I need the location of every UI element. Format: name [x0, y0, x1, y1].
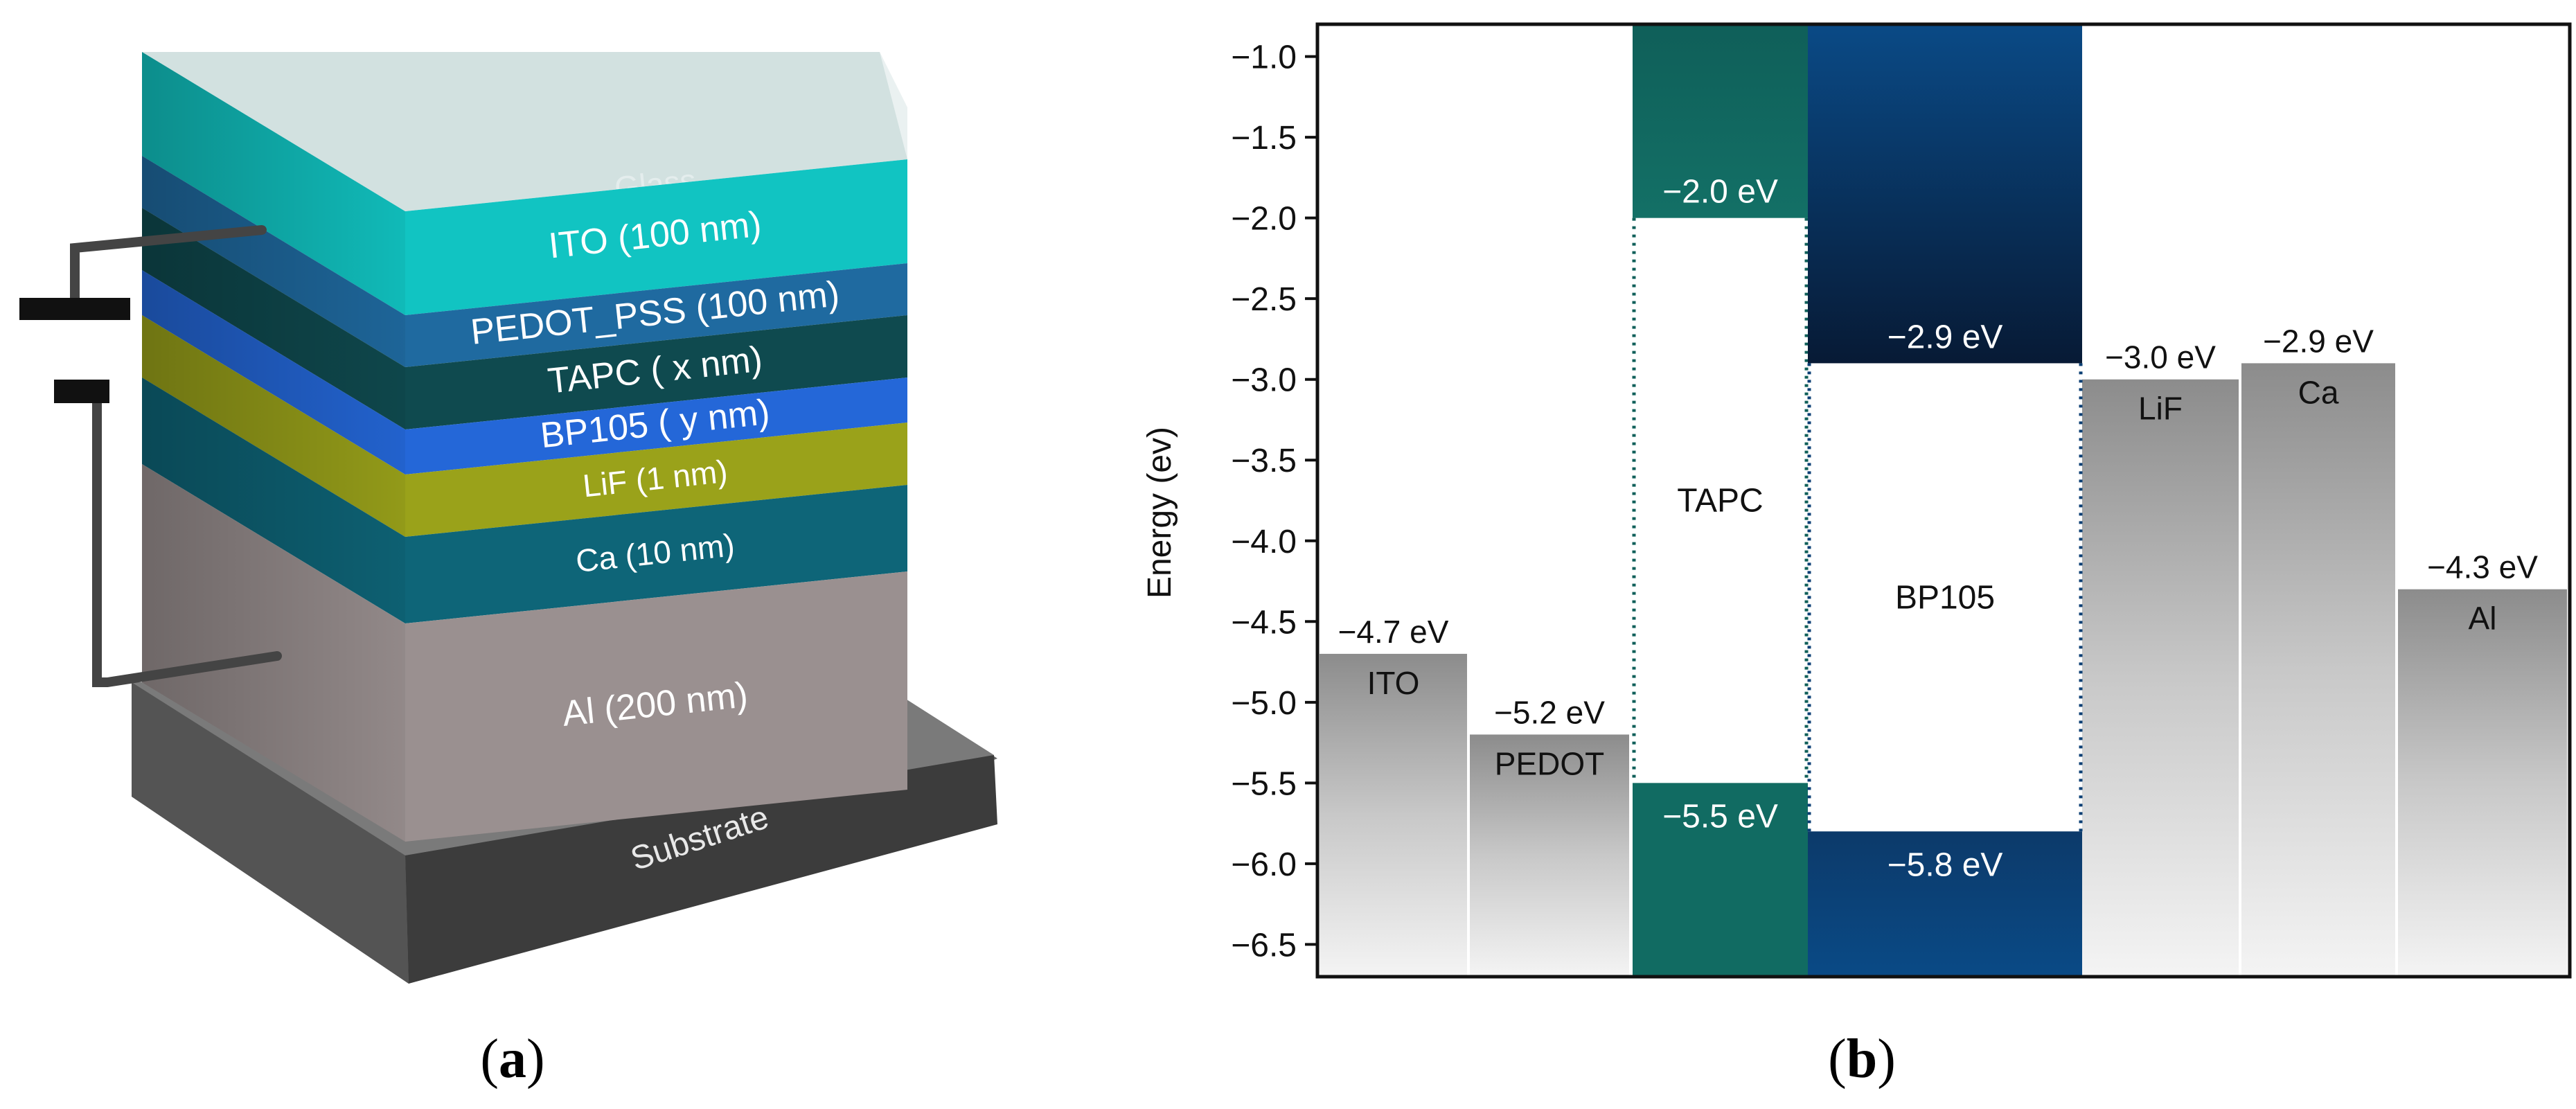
electrode-bar-lif	[2082, 379, 2239, 977]
electrode-name-al: Al	[2469, 601, 2497, 637]
layer-front-2	[405, 263, 907, 367]
bottom-contact-wire	[54, 380, 282, 687]
layer-side-shade-4	[142, 270, 405, 474]
lumo-bar-tapc	[1633, 24, 1808, 218]
y-tick-label: −4.5	[1231, 604, 1297, 641]
homo-label-tapc: −5.5 eV	[1662, 798, 1778, 835]
material-name-bp105: BP105	[1895, 579, 1995, 616]
y-tick-label: −5.5	[1231, 765, 1297, 802]
caption-b: (b)	[1828, 1029, 1896, 1090]
caption-a-letter: a	[499, 1029, 526, 1090]
y-axis-label: Energy (ev)	[1142, 427, 1178, 598]
homo-bar-tapc	[1633, 783, 1808, 977]
layer-front-3	[405, 315, 907, 429]
caption-b-letter: b	[1847, 1029, 1878, 1090]
y-tick-label: −1.5	[1231, 120, 1297, 157]
homo-label-bp105: −5.8 eV	[1887, 846, 2003, 883]
y-tick-label: −6.0	[1231, 846, 1297, 883]
electrode-bar-ito	[1320, 653, 1467, 977]
lumo-label-tapc: −2.0 eV	[1662, 174, 1778, 211]
electrode-name-ca: Ca	[2298, 374, 2339, 410]
top-contact-wire	[19, 225, 267, 320]
material-name-tapc: TAPC	[1677, 483, 1763, 520]
layer-side-shade-2	[142, 156, 405, 367]
energy-level-chart: −4.7 eV ITO −5.2 eV PEDOT −3.0 eV LiF −2.9 eV C…	[1142, 22, 2572, 1090]
y-tick-label: −5.0	[1231, 685, 1297, 722]
electrode-bar-ca	[2241, 363, 2395, 977]
caption-a: (a)	[480, 1029, 544, 1090]
electrode-name-pedot: PEDOT	[1495, 745, 1604, 781]
y-tick-label: −2.0	[1231, 201, 1297, 238]
glass-slab-highlight	[142, 52, 907, 211]
layer-front-7	[405, 571, 907, 842]
y-tick-label: −3.0	[1231, 362, 1297, 399]
electrode-name-ito: ITO	[1367, 665, 1420, 701]
layer-side-shade-1	[142, 52, 405, 315]
y-tick-label: −2.5	[1231, 281, 1297, 318]
layer-side-shade-3	[142, 208, 405, 429]
electrode-bar-pedot	[1470, 734, 1629, 977]
electrode-name-lif: LiF	[2138, 391, 2183, 427]
y-tick-label: −6.5	[1231, 927, 1297, 964]
y-tick-label: −4.0	[1231, 524, 1297, 560]
layer-side-shade-5	[142, 315, 405, 537]
lumo-bar-bp105	[1808, 24, 2082, 364]
electrode-value-al: −4.3 eV	[2427, 549, 2538, 585]
electrode-value-ca: −2.9 eV	[2263, 323, 2374, 359]
plot-frame	[1315, 22, 2572, 979]
electrode-value-lif: −3.0 eV	[2105, 339, 2216, 375]
y-tick-label: −1.0	[1231, 39, 1297, 76]
layer-front-5	[405, 423, 907, 537]
lumo-label-bp105: −2.9 eV	[1887, 319, 2003, 355]
electrode-bar-al	[2398, 589, 2567, 977]
layer-front-4	[405, 378, 907, 474]
electrode-value-ito: −4.7 eV	[1338, 614, 1449, 650]
y-tick-label: −3.5	[1231, 443, 1297, 479]
layer-side-shade-6	[142, 378, 405, 623]
electrode-value-pedot: −5.2 eV	[1494, 694, 1605, 730]
device-stack-illustration: Substrate GlassITO (100 nm)PEDOT_PSS (10…	[19, 52, 997, 1090]
layer-front-6	[405, 485, 907, 623]
homo-bar-bp105	[1808, 831, 2082, 977]
